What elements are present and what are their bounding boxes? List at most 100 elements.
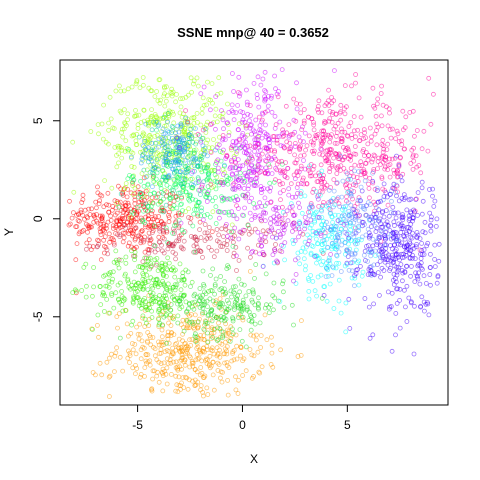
data-point [432, 256, 438, 262]
data-point [250, 291, 256, 297]
data-point [361, 204, 366, 209]
data-point [236, 257, 242, 263]
data-point [201, 151, 207, 157]
data-point [220, 234, 226, 240]
data-point [282, 257, 288, 263]
data-point [186, 196, 192, 202]
data-point [106, 209, 111, 215]
data-point [266, 155, 272, 161]
data-point [241, 282, 247, 288]
data-point [306, 213, 312, 219]
data-point [163, 304, 169, 310]
data-point [251, 201, 257, 206]
data-point [129, 341, 135, 346]
data-point [177, 190, 183, 196]
data-point [273, 122, 279, 127]
data-point [265, 103, 271, 109]
data-point [414, 241, 420, 247]
data-point [311, 151, 317, 157]
data-point [347, 223, 353, 229]
data-point [382, 235, 388, 240]
data-point [129, 84, 135, 90]
data-point [171, 188, 176, 194]
data-point [319, 179, 324, 184]
data-point [372, 218, 378, 224]
data-point [328, 198, 334, 204]
data-point [167, 285, 173, 291]
data-point [351, 234, 357, 240]
data-point [156, 359, 162, 365]
data-point [201, 326, 207, 332]
data-point [210, 209, 216, 215]
data-point [120, 239, 126, 245]
data-point [234, 203, 240, 209]
data-point [415, 212, 420, 218]
data-point [344, 260, 350, 266]
data-point [295, 173, 301, 178]
data-point [310, 189, 316, 195]
data-point [123, 260, 129, 266]
data-point [362, 130, 368, 136]
data-point [356, 218, 362, 224]
data-point [205, 137, 211, 143]
data-point [337, 204, 343, 209]
data-point [296, 200, 301, 206]
data-point [394, 300, 400, 306]
data-point [308, 222, 314, 228]
data-point [209, 327, 215, 333]
data-point [220, 171, 226, 177]
data-point [281, 227, 287, 233]
data-point [219, 317, 225, 323]
data-point [119, 147, 125, 153]
data-point [281, 305, 287, 311]
data-point [135, 331, 141, 337]
data-point [189, 89, 195, 95]
data-point [203, 319, 209, 325]
data-point [151, 223, 157, 229]
data-point [115, 325, 120, 331]
data-point [289, 228, 295, 234]
data-point [339, 207, 345, 212]
data-point [161, 314, 167, 320]
data-point [192, 367, 198, 373]
data-point [202, 126, 208, 132]
data-point [95, 322, 100, 328]
data-point [328, 185, 334, 190]
data-point [426, 75, 432, 81]
data-point [177, 358, 183, 364]
data-point [418, 256, 424, 261]
data-point [380, 102, 386, 108]
data-point [189, 185, 195, 191]
data-point [109, 351, 114, 357]
data-point [374, 128, 379, 134]
data-point [248, 313, 253, 319]
data-point [197, 219, 203, 225]
data-point [398, 174, 404, 180]
data-point [323, 120, 329, 125]
data-point [318, 162, 324, 168]
data-point [352, 275, 358, 281]
data-point [130, 233, 136, 239]
data-point [192, 207, 197, 212]
data-point [152, 133, 158, 139]
data-point [164, 163, 170, 169]
data-point [199, 348, 205, 354]
data-point [186, 353, 192, 359]
data-point [346, 124, 352, 129]
data-point [125, 117, 130, 123]
data-point [151, 147, 157, 153]
data-point [256, 104, 262, 110]
data-point [163, 293, 169, 299]
data-point [283, 103, 289, 109]
data-point [290, 221, 296, 227]
data-point [179, 152, 185, 158]
data-point [236, 276, 242, 282]
data-point [139, 228, 145, 234]
data-point [172, 267, 178, 273]
data-point [203, 130, 209, 135]
data-point [342, 182, 348, 188]
data-point [362, 296, 368, 301]
data-point [169, 294, 175, 300]
data-point [230, 235, 236, 241]
data-point [385, 202, 391, 208]
